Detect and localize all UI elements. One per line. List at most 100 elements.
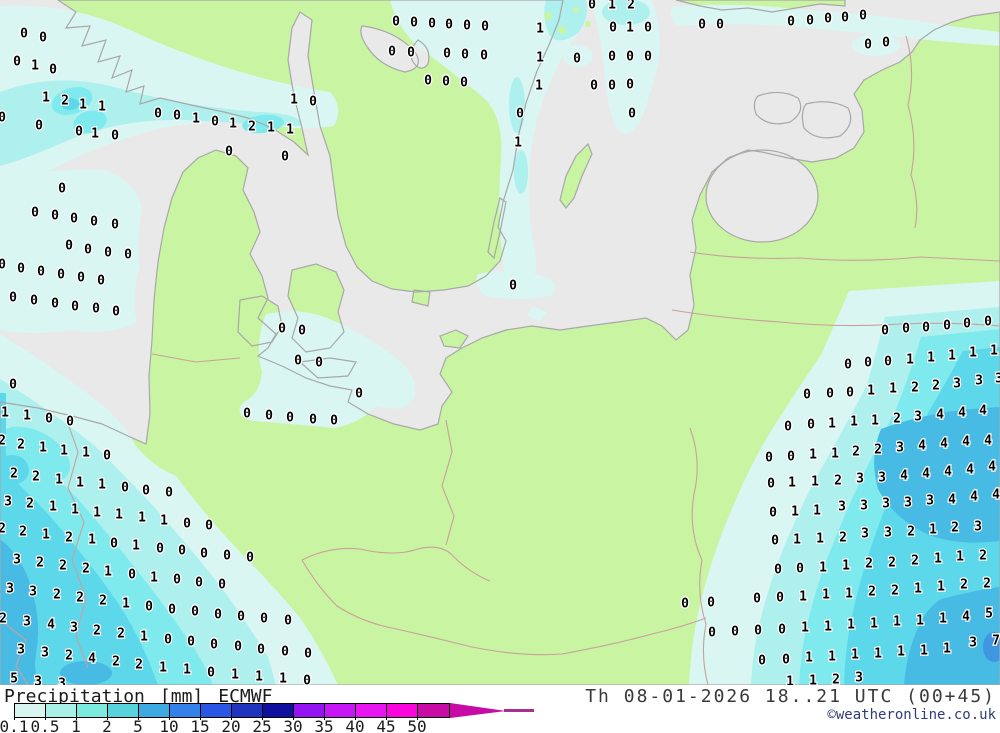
- scale-label: 35: [314, 717, 334, 733]
- precip-value: 0: [803, 388, 811, 403]
- scale-segment: [356, 704, 387, 717]
- color-scale-labels: 0.1 0.5 1 2 5 10 15 20 25 30 35 40 45 50: [0, 716, 534, 733]
- precip-value: 0: [45, 412, 53, 427]
- precip-value: 0: [460, 76, 468, 91]
- scale-tick: [386, 716, 387, 720]
- precip-value: 0: [407, 46, 415, 61]
- precip-value: 1: [805, 651, 813, 666]
- precip-value: 0: [481, 20, 489, 35]
- precip-value: 3: [953, 377, 961, 392]
- precip-value: 1: [279, 672, 287, 686]
- precip-value: 1: [159, 661, 167, 676]
- precip-value: 0: [516, 107, 524, 122]
- precip-value: 0: [315, 356, 323, 371]
- scale-segment: [294, 704, 325, 717]
- precip-value: 0: [37, 265, 45, 280]
- precip-value: 4: [948, 493, 956, 508]
- precip-value: 0: [864, 356, 872, 371]
- precip-value: 0: [776, 591, 784, 606]
- precip-value: 3: [995, 372, 1000, 387]
- precip-value: 2: [874, 443, 882, 458]
- precip-value: 3: [914, 410, 922, 425]
- precip-value: 2: [53, 588, 61, 603]
- precip-value: 0: [443, 47, 451, 62]
- scale-label: 45: [376, 717, 396, 733]
- precip-value: 0: [626, 50, 634, 65]
- precip-value: 7: [992, 634, 1000, 649]
- precip-value: 0: [298, 324, 306, 339]
- precip-value: 2: [865, 557, 873, 572]
- precip-value: 0: [257, 643, 265, 658]
- scale-label: 1: [71, 717, 81, 733]
- precip-value: 0: [191, 605, 199, 620]
- precip-value: 0: [806, 14, 814, 29]
- precip-value: 0: [104, 246, 112, 261]
- precip-value: 4: [944, 465, 952, 480]
- scale-label: 20: [221, 717, 241, 733]
- precip-value: 0: [214, 608, 222, 623]
- precip-value: 0: [424, 74, 432, 89]
- precip-value: 4: [88, 652, 96, 667]
- scale-segment: [325, 704, 356, 717]
- precip-value: 1: [91, 127, 99, 142]
- scale-tick: [355, 716, 356, 720]
- color-scale-arrow: [450, 703, 506, 718]
- precip-value: 3: [58, 677, 66, 686]
- precip-value: 0: [590, 79, 598, 94]
- precip-value: 0: [304, 647, 312, 662]
- precip-value: 0: [608, 79, 616, 94]
- color-scale-arrow-tail: [504, 709, 534, 712]
- precip-value: 1: [956, 550, 964, 565]
- precip-value: 2: [26, 497, 34, 512]
- precip-value: 0: [234, 640, 242, 655]
- scale-segment: [201, 704, 232, 717]
- precip-value: 3: [29, 585, 37, 600]
- precip-value: 0: [463, 19, 471, 34]
- precip-value: 0: [35, 119, 43, 134]
- precip-value: 3: [878, 471, 886, 486]
- precip-value: 0: [309, 413, 317, 428]
- precip-value: 1: [939, 612, 947, 627]
- precip-value: 3: [969, 636, 977, 651]
- precip-value: 1: [132, 539, 140, 554]
- precip-value: 0: [609, 21, 617, 36]
- precip-value: 0: [51, 209, 59, 224]
- precip-value: 2: [82, 562, 90, 577]
- precip-value: 0: [859, 9, 867, 24]
- precip-value: 1: [71, 503, 79, 518]
- precip-value: 0: [112, 305, 120, 320]
- precip-value: 0: [708, 626, 716, 641]
- precip-value: 1: [969, 346, 977, 361]
- precip-value: 0: [294, 354, 302, 369]
- precip-value: 0: [442, 75, 450, 90]
- precip-value: 0: [178, 544, 186, 559]
- precip-value: 0: [461, 48, 469, 63]
- precip-value: 0: [84, 243, 92, 258]
- scale-label: 25: [252, 717, 272, 733]
- precip-value: 3: [34, 675, 42, 686]
- title-model: ECMWF: [218, 686, 273, 707]
- precip-value: 2: [93, 624, 101, 639]
- precip-value: 0: [281, 150, 289, 165]
- precip-value: 1: [23, 409, 31, 424]
- precip-value: 1: [813, 504, 821, 519]
- precip-value: 2: [19, 525, 27, 540]
- precip-value: 0: [111, 218, 119, 233]
- precip-value: 0: [628, 107, 636, 122]
- precip-value: 2: [59, 559, 67, 574]
- precip-value: 1: [42, 528, 50, 543]
- precip-value: 0: [716, 18, 724, 33]
- precip-value: 0: [237, 610, 245, 625]
- precip-value: 0: [573, 52, 581, 67]
- precip-value: 0: [66, 415, 74, 430]
- precip-value: 0: [211, 115, 219, 130]
- precip-value: 1: [897, 645, 905, 660]
- precip-value: 0: [753, 592, 761, 607]
- scale-label: 0.5: [30, 717, 60, 733]
- precip-value: 0: [796, 562, 804, 577]
- precip-value: 1: [76, 476, 84, 491]
- precip-value: 2: [834, 474, 842, 489]
- precipitation-map: 0 00 1 01 2 1 1 1 000 0 1 00 0 1 0 1 2 1 10 000 0 0 0 00 1 20 0 0 0 0…: [0, 0, 1000, 685]
- scale-segment: [139, 704, 170, 717]
- scale-label: 0.1: [0, 717, 29, 733]
